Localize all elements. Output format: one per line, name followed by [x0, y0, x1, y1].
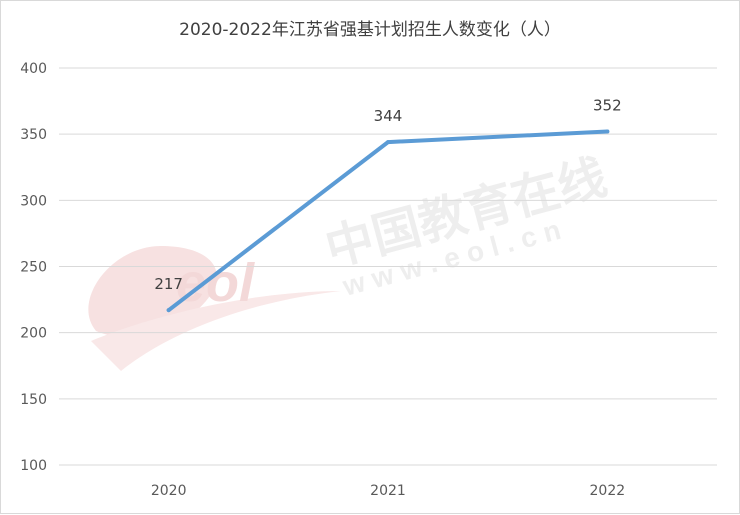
- x-tick-label: 2021: [370, 483, 406, 499]
- y-tick-label: 200: [20, 326, 47, 342]
- x-tick-label: 2020: [151, 483, 187, 499]
- data-point: [605, 129, 610, 134]
- watermark-eol-text: eol: [176, 253, 255, 313]
- data-label: 352: [593, 97, 622, 115]
- data-point: [386, 140, 390, 145]
- y-tick-label: 400: [20, 61, 47, 77]
- y-tick-label: 250: [20, 260, 47, 276]
- chart-title: 2020-2022年江苏省强基计划招生人数变化（人）: [179, 20, 561, 40]
- y-tick-label: 100: [20, 458, 47, 474]
- y-tick-label: 350: [20, 127, 47, 143]
- watermark-swoosh-tail: [91, 291, 341, 371]
- y-tick-label: 150: [20, 392, 47, 408]
- data-label: 217: [154, 275, 183, 293]
- data-label: 344: [374, 107, 403, 125]
- x-tick-label: 2022: [590, 483, 626, 499]
- eol-watermark: eol 中国教育在线 w w w . e o l . c n: [88, 149, 612, 371]
- y-tick-label: 300: [20, 193, 47, 209]
- data-point: [166, 308, 171, 313]
